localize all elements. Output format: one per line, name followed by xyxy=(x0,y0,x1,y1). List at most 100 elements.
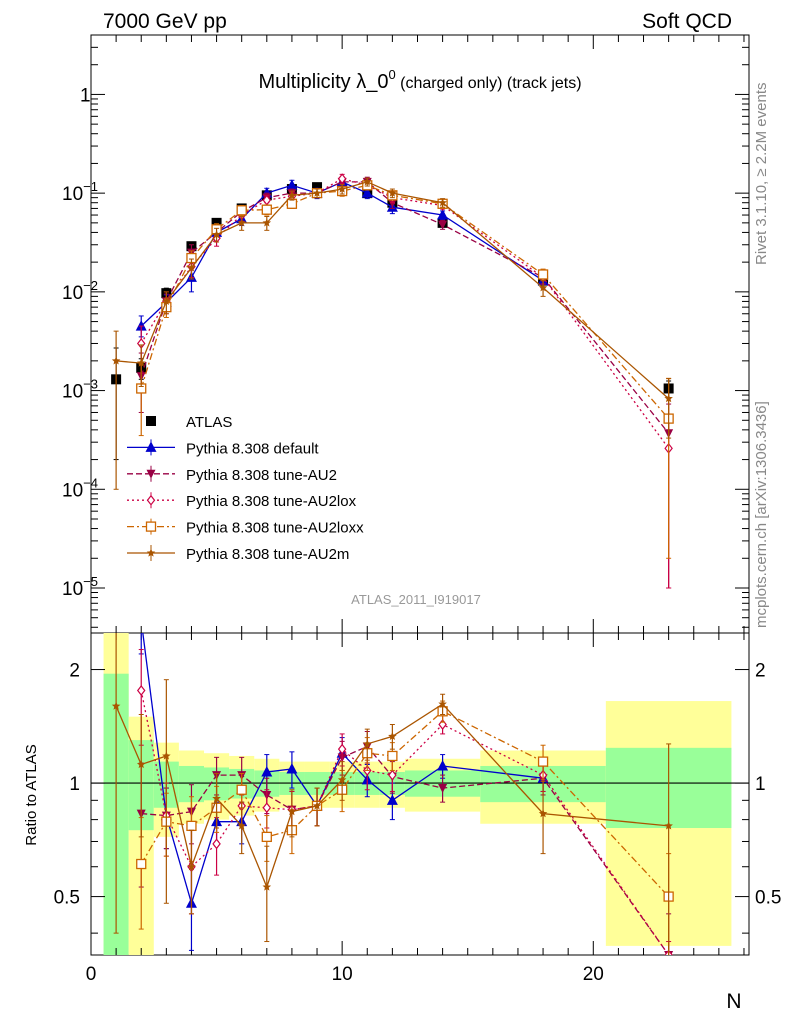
y-tick-label: 1 xyxy=(80,85,91,106)
legend-marker xyxy=(146,548,156,557)
ratio-point xyxy=(286,762,298,774)
main-series xyxy=(111,177,673,490)
y-tick-label: 10−2 xyxy=(62,278,98,304)
ratio-panel-frame xyxy=(90,632,750,956)
main-point xyxy=(361,187,373,198)
ratio-point xyxy=(312,801,322,810)
legend-label: Pythia 8.308 tune-AU2 xyxy=(186,467,337,484)
ratio-y-tick-label: 0.5 xyxy=(54,888,80,909)
ratio-y-tick-label: 1 xyxy=(755,774,766,795)
rivet-version-label: Rivet 3.1.10, ≥ 2.2M events xyxy=(753,83,770,266)
ratio-point xyxy=(362,739,372,748)
legend-label: Pythia 8.308 tune-AU2m xyxy=(186,546,349,563)
ratio-point xyxy=(438,784,448,794)
ratio-series-line xyxy=(141,745,670,955)
ratio-series-line xyxy=(140,690,670,955)
ratio-point xyxy=(387,750,398,762)
ratio-y-tick-label: 0.5 xyxy=(755,888,781,909)
ratio-point xyxy=(236,784,247,795)
main-series-line xyxy=(140,181,670,434)
main-series-layer xyxy=(111,173,674,589)
ratio-point xyxy=(287,807,297,816)
main-point xyxy=(111,356,121,365)
main-point xyxy=(362,177,372,186)
legend-marker xyxy=(145,521,157,532)
legend-marker xyxy=(146,469,156,479)
ratio-y-tick-label: 2 xyxy=(755,661,766,682)
main-point xyxy=(286,198,298,209)
ratio-y-tick-label: 2 xyxy=(69,661,80,682)
x-tick-label: 0 xyxy=(86,964,97,985)
analysis-watermark: ATLAS_2011_I919017 xyxy=(351,592,481,607)
ratio-point xyxy=(664,821,673,830)
main-point xyxy=(236,205,247,216)
main-point xyxy=(312,188,322,197)
ratio-point xyxy=(538,809,548,818)
legend-label: Pythia 8.308 tune-AU2loxx xyxy=(186,520,364,537)
main-panel-frame xyxy=(90,34,750,634)
ratio-point xyxy=(537,756,549,767)
ratio-point xyxy=(337,743,347,755)
main-point xyxy=(537,269,549,280)
mcplots-reference-label: mcplots.cern.ch [arXiv:1306.3436] xyxy=(753,401,770,628)
main-point xyxy=(211,217,222,228)
main-series xyxy=(135,175,549,338)
main-point xyxy=(287,190,297,199)
main-point xyxy=(162,296,171,306)
ratio-point xyxy=(136,858,147,870)
ratio-point xyxy=(261,831,272,843)
ratio-point xyxy=(186,820,197,832)
chart-title: Multiplicity λ_00 (charged only) (track … xyxy=(258,67,581,93)
ratio-series xyxy=(111,633,673,955)
ratio-point xyxy=(187,862,196,871)
main-point xyxy=(538,283,548,292)
legend-label: Pythia 8.308 tune-AU2lox xyxy=(186,493,357,510)
y-tick-label: 10−4 xyxy=(62,475,98,501)
ratio-point xyxy=(261,765,273,777)
main-point xyxy=(337,173,347,185)
ratio-point xyxy=(262,882,272,891)
ratio-point xyxy=(262,802,272,814)
ratio-point xyxy=(136,685,146,696)
ratio-point xyxy=(237,821,246,830)
ratio-y-axis-label: Ratio to ATLAS xyxy=(23,744,40,845)
ratio-point xyxy=(111,701,121,710)
ratio-point xyxy=(386,794,398,805)
ratio-series-layer xyxy=(111,633,674,955)
ratio-point xyxy=(212,794,221,803)
x-axis-label: N xyxy=(726,990,741,1013)
legend: ATLAS Pythia 8.308 default Pythia 8.308 tu… xyxy=(127,414,364,563)
ratio-point xyxy=(136,760,146,769)
main-point xyxy=(136,358,146,367)
legend-label: Pythia 8.308 default xyxy=(186,440,319,457)
ratio-uncertainty-bands xyxy=(103,633,732,955)
y-tick-label: 10−3 xyxy=(62,377,98,403)
ratio-point xyxy=(388,769,397,781)
ratio-point xyxy=(438,699,447,708)
main-point xyxy=(187,263,196,272)
y-tick-label: 10−1 xyxy=(62,179,98,205)
main-point xyxy=(237,218,246,227)
y-tick-label: 10−5 xyxy=(62,574,98,600)
main-point xyxy=(337,184,347,193)
main-point xyxy=(437,209,449,220)
main-point xyxy=(261,204,272,215)
x-tick-label: 20 xyxy=(583,964,604,985)
legend-label: ATLAS xyxy=(186,414,232,431)
legend-marker xyxy=(146,416,156,426)
ratio-point xyxy=(337,775,347,784)
main-point xyxy=(262,218,272,227)
ratio-point xyxy=(162,751,171,760)
main-series-line xyxy=(116,181,670,400)
main-point xyxy=(286,179,298,190)
main-point xyxy=(438,220,448,230)
header-right: Soft QCD xyxy=(642,10,732,33)
main-point xyxy=(664,394,673,403)
ratio-y-tick-label: 1 xyxy=(69,774,80,795)
ratio-point xyxy=(388,731,397,740)
legend-marker xyxy=(145,441,157,452)
main-point xyxy=(135,320,147,331)
ratio-point xyxy=(437,759,449,771)
legend-marker xyxy=(146,494,156,506)
